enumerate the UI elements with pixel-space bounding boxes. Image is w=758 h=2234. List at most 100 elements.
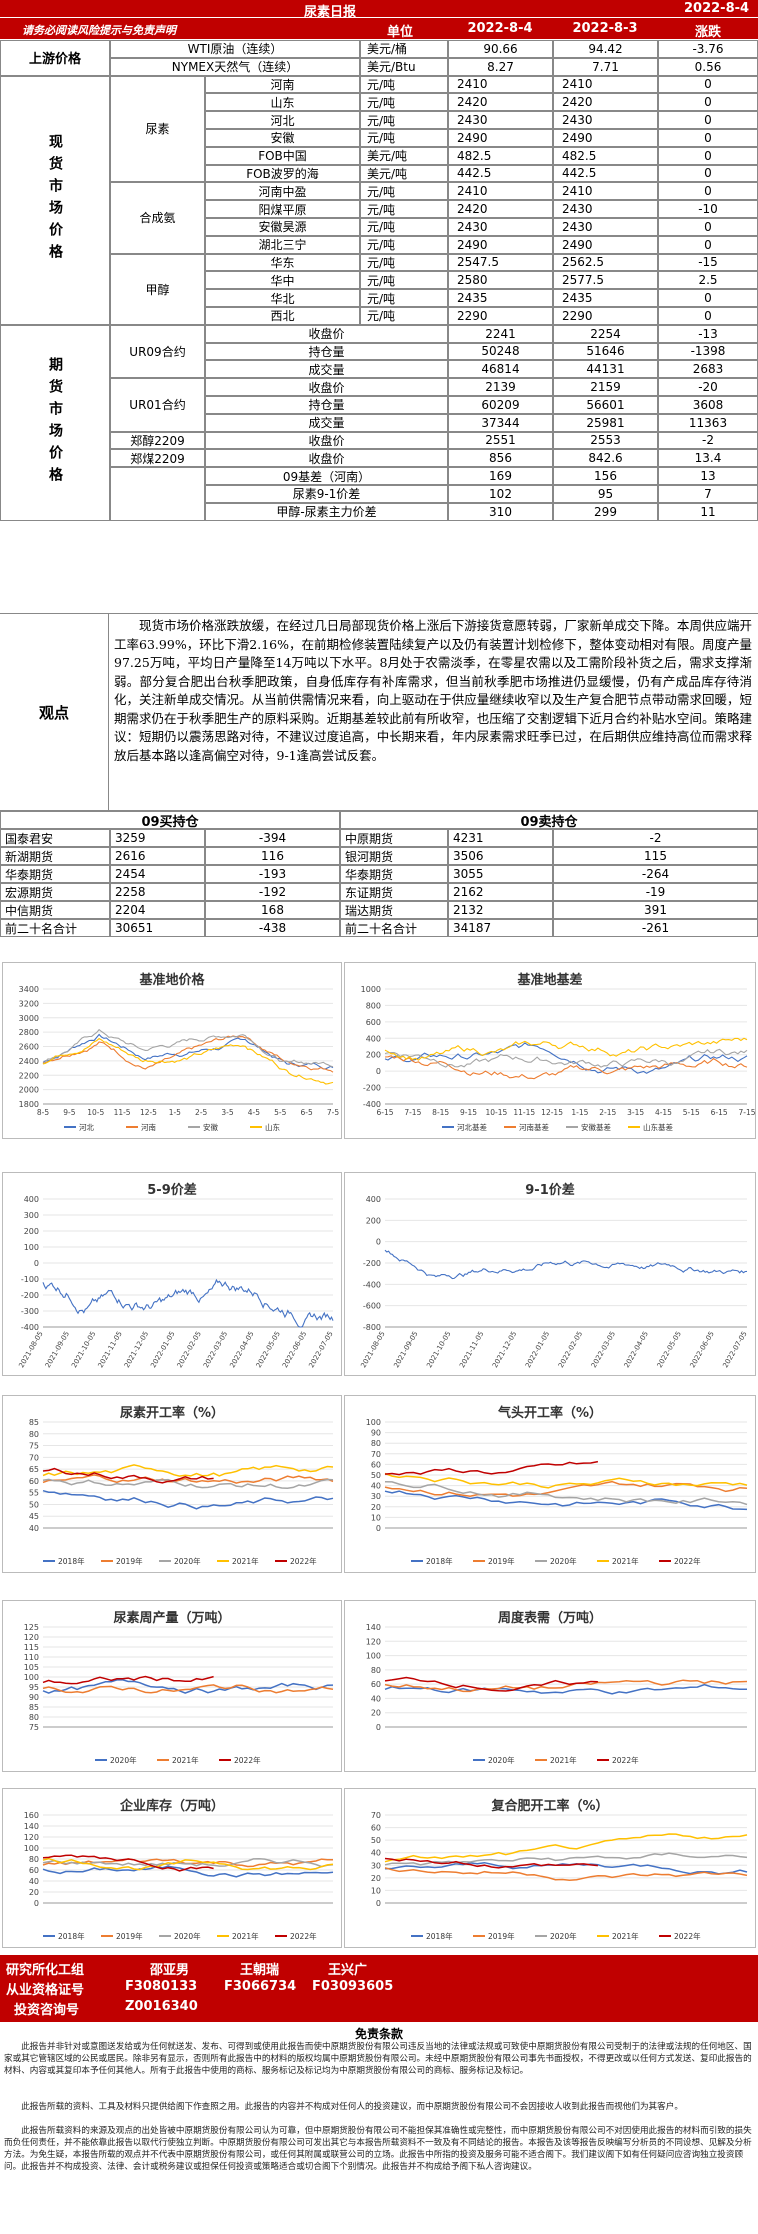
futures-v2: 25981 [553,413,658,432]
series-line [42,1028,334,1068]
futures-name: 甲醇-尿素主力价差 [205,502,448,521]
legend-label: 河南 [141,1122,156,1132]
buy-change: -394 [205,829,340,847]
futures-v1: 50248 [448,342,553,361]
chart-panel: 9-1价差 400 200 0 -200 -400 -600 -800 2021-08-05 20… [344,1172,756,1376]
futures-name: 收盘价 [205,431,448,450]
report-title: 尿素日报 [303,5,356,20]
chart-svg: 140 120 100 80 60 40 20 0 2020年 2021年 2022年 [366,1623,748,1765]
spot-v2: 2430 [553,200,658,218]
chart-title: 尿素周产量（万吨） [113,1611,231,1626]
spot-name: 阳煤平原 [205,200,360,218]
legend-label: 河北基差 [457,1122,487,1132]
team-label: 研究所化工组 [6,1963,85,1978]
futures-group-blank [110,467,205,521]
y-tick-label: 50 [29,1500,39,1509]
spot-unit: 元/吨 [360,235,448,254]
spot-name: 华东 [205,253,360,272]
y-tick-label: 125 [24,1623,39,1632]
series-line [384,1249,748,1280]
column-header-bar: 请务必阅读风险提示与免责声明 单位 2022-8-4 2022-8-3 涨跌 [0,18,758,40]
spot-chg: 0 [658,111,758,129]
series-line [384,1055,748,1080]
spot-chg: 0 [658,235,758,254]
futures-name: 成交量 [205,413,448,432]
buy-broker: 新湖期货 [0,847,110,865]
legend-label: 安徽 [203,1122,218,1132]
analyst-1: 邵亚男 [150,1963,190,1978]
upstream-v1: 90.66 [448,40,553,58]
chart-title: 基准地基差 [517,973,583,988]
series-line [384,1857,598,1869]
spot-chg: -10 [658,200,758,218]
consult-label: 投资咨询号 [14,2003,80,2018]
x-tick-label: 4-5 [248,1108,260,1117]
y-tick-label: -800 [363,1323,381,1332]
spot-v2: 2490 [553,129,658,147]
y-tick-label: 400 [24,1195,39,1204]
futures-chg: 2683 [658,360,758,379]
spot-unit: 元/吨 [360,289,448,307]
disclaimer-link[interactable]: 请务必阅读风险提示与免责声明 [22,24,176,37]
legend-label: 2019年 [488,1931,515,1941]
x-tick-label: 12-15 [541,1108,563,1117]
y-tick-label: 80 [29,1430,39,1439]
sell-change: 115 [553,847,758,865]
chart-svg: 160 140 120 100 80 60 40 20 0 2018年 2019年 2020年 2021… [24,1811,334,1941]
futures-chg: -20 [658,378,758,396]
y-tick-label: 100 [24,1673,39,1682]
spot-v1: 2290 [448,307,553,325]
futures-chg: -1398 [658,342,758,361]
chart-panel: 周度表需（万吨） 140 120 100 80 60 40 20 0 2020年 2021年 2022… [344,1600,756,1772]
spot-name: 河南 [205,75,360,94]
y-tick-label: 60 [29,1477,39,1486]
futures-chg: -13 [658,324,758,343]
series-line [384,1460,599,1476]
y-tick-label: 800 [366,1001,381,1010]
chart-title: 周度表需（万吨） [497,1611,602,1626]
spot-v1: 2420 [448,93,553,112]
y-tick-label: 95 [29,1683,39,1692]
x-tick-label: 2022-05-05 [255,1330,282,1369]
x-tick-label: 2022-07-05 [721,1330,748,1369]
y-tick-label: 80 [29,1713,39,1722]
y-tick-label: 105 [24,1663,39,1672]
spot-name: FOB中国 [205,146,360,165]
x-tick-label: 3-15 [627,1108,644,1117]
spot-v1: 2420 [448,200,553,218]
chart-panel: 基准地价格 3400 3200 3000 2800 2600 2400 2200 2000 180… [2,962,342,1139]
series-line [384,1472,748,1489]
chart-panel: 尿素开工率（%） 85 80 75 70 65 60 55 50 45 40 2018年 2019年 20… [2,1395,342,1573]
futures-name: 成交量 [205,360,448,379]
disclaimer-p2: 此报告所载的资料、工具及材料只提供给阁下作查照之用。此报告的内容并不构成对任何人… [21,2102,683,2112]
buy-broker: 前二十名合计 [0,919,110,937]
futures-name: 持仓量 [205,342,448,361]
futures-v1: 169 [448,467,553,485]
sell-volume: 2132 [448,901,553,919]
y-tick-label: 100 [24,1844,39,1853]
disclaimer-p3: 此报告所载资料的来源及观点的出处皆被中原期货股份有限公司认为可靠，但中原期货股份… [4,2126,752,2172]
y-tick-label: 0 [34,1259,39,1268]
y-tick-label: 0 [376,1238,381,1247]
series-line [42,1467,214,1484]
x-tick-label: 2021-12-05 [491,1330,518,1369]
sell-change: 391 [553,901,758,919]
series-line [384,1480,748,1506]
spot-v1: 2490 [448,235,553,254]
x-tick-label: 2022-06-05 [689,1330,716,1369]
upstream-chg: 0.56 [658,57,758,76]
y-tick-label: 400 [366,1195,381,1204]
series-line [42,1489,334,1510]
legend-label: 2018年 [58,1556,85,1566]
buy-volume: 2616 [110,847,205,865]
chart-panel: 基准地基差 1000 800 600 400 200 0 -200 -400 6-15 7-15 8-… [344,962,756,1139]
view-section: 观点 现货市场价格涨跌放缓，在经过几日局部现货价格上涨后下游接货意愿转弱，厂家新… [0,613,758,811]
spot-chg: 0 [658,164,758,183]
futures-name: 收盘价 [205,449,448,468]
col-change: 涨跌 [694,25,721,40]
spot-group-ammonia: 合成氨 [110,182,205,254]
futures-v1: 2139 [448,378,553,396]
chart-title: 9-1价差 [525,1183,575,1198]
spot-chg: 0 [658,289,758,307]
